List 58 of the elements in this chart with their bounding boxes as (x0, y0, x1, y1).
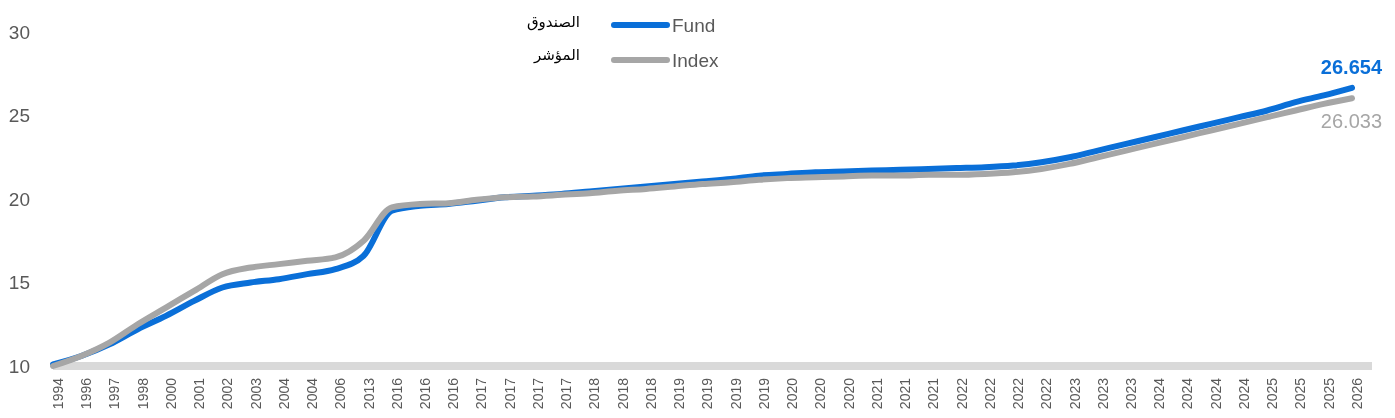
x-tick-label: 2019 (671, 377, 688, 410)
x-tick-label: 2019 (755, 377, 772, 410)
x-tick-label: 2023 (1094, 377, 1111, 410)
x-tick-label: 2003 (247, 377, 264, 410)
x-tick-label: 2019 (727, 377, 744, 410)
y-tick-label: 10 (8, 355, 30, 377)
x-tick-label: 2022 (1038, 377, 1055, 410)
x-tick-label: 2020 (812, 377, 829, 410)
x-tick-label: 2024 (1179, 377, 1196, 410)
legend-label: Fund (672, 14, 716, 36)
x-tick-label: 1997 (106, 377, 123, 410)
text: الصندوق (526, 13, 580, 32)
data-label: 26.033 (1320, 110, 1382, 133)
x-tick-label: 2025 (1320, 377, 1337, 410)
x-tick-label: 2004 (304, 377, 321, 410)
x-tick-label: 2021 (868, 377, 885, 410)
x-tick-label: 2019 (699, 377, 716, 410)
x-tick-label: 2013 (360, 377, 377, 410)
annotation: المؤشر (532, 46, 580, 65)
x-tick-label: 2017 (529, 377, 546, 410)
legend-label: Index (672, 49, 719, 71)
x-tick-label: 2017 (473, 377, 490, 410)
x-tick-label: 2026 (1348, 377, 1365, 410)
x-tick-label: 2002 (219, 377, 236, 410)
x-tick-label: 2016 (445, 377, 462, 410)
x-tick-label: 2001 (191, 377, 208, 410)
x-tick-label: 2000 (162, 377, 179, 410)
x-tick-label: 2022 (953, 377, 970, 410)
x-tick-label: 2018 (642, 377, 659, 410)
y-tick-label: 30 (8, 21, 30, 43)
x-tick-label: 2017 (558, 377, 575, 410)
x-tick-label: 2016 (388, 377, 405, 410)
x-tick-label: 2023 (1066, 377, 1083, 410)
x-tick-label: 2025 (1264, 377, 1281, 410)
x-tick-label: 2024 (1151, 377, 1168, 410)
x-tick-label: 2020 (840, 377, 857, 410)
x-tick-label: 1996 (78, 377, 95, 410)
x-tick-label: 2024 (1235, 377, 1252, 410)
x-tick-label: 2022 (981, 377, 998, 410)
x-tick-label: 2024 (1207, 377, 1224, 410)
x-tick-label: 2025 (1292, 377, 1309, 410)
y-tick-label: 20 (8, 188, 30, 210)
x-tick-label: 2006 (332, 377, 349, 410)
data-label: 26.654 (1320, 55, 1383, 78)
x-tick-label: 2021 (925, 377, 942, 410)
x-tick-label: 2018 (586, 377, 603, 410)
x-tick-label: 2022 (1010, 377, 1027, 410)
x-tick-label: 2016 (417, 377, 434, 410)
x-tick-label: 2017 (501, 377, 518, 410)
y-tick-label: 15 (8, 272, 30, 294)
x-tick-label: 1998 (134, 377, 151, 410)
x-tick-label: 2020 (784, 377, 801, 410)
y-tick-label: 25 (8, 105, 30, 127)
x-tick-label: 2004 (275, 377, 292, 410)
x-tick-label: 2018 (614, 377, 631, 410)
x-tick-label: 2023 (1122, 377, 1139, 410)
x-tick-label: 1994 (49, 377, 66, 410)
x-tick-label: 2021 (897, 377, 914, 410)
